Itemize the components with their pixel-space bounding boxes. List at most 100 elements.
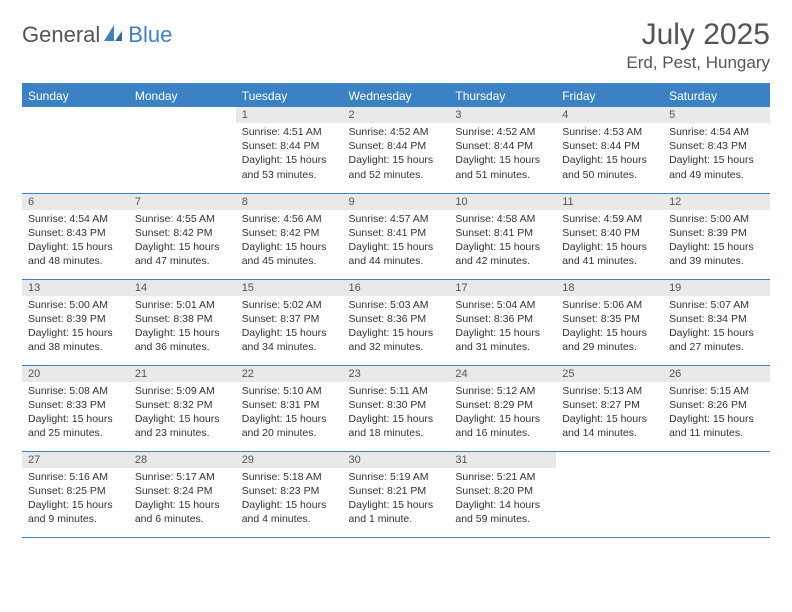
sunset-text: Sunset: 8:44 PM — [562, 139, 657, 153]
sunset-text: Sunset: 8:23 PM — [242, 484, 337, 498]
day-details: Sunrise: 5:04 AMSunset: 8:36 PMDaylight:… — [449, 296, 556, 359]
day-number — [22, 107, 129, 111]
calendar-empty-cell — [129, 107, 236, 193]
sunrise-text: Sunrise: 5:00 AM — [28, 298, 123, 312]
day-number: 22 — [236, 366, 343, 382]
sunrise-text: Sunrise: 4:59 AM — [562, 212, 657, 226]
day-number: 4 — [556, 107, 663, 123]
calendar-day-cell: 13Sunrise: 5:00 AMSunset: 8:39 PMDayligh… — [22, 279, 129, 365]
calendar-day-cell: 23Sunrise: 5:11 AMSunset: 8:30 PMDayligh… — [343, 365, 450, 451]
day-header: Monday — [129, 84, 236, 107]
sunrise-text: Sunrise: 5:04 AM — [455, 298, 550, 312]
calendar-week-row: 20Sunrise: 5:08 AMSunset: 8:33 PMDayligh… — [22, 365, 770, 451]
sunset-text: Sunset: 8:36 PM — [349, 312, 444, 326]
sunset-text: Sunset: 8:39 PM — [28, 312, 123, 326]
sunset-text: Sunset: 8:26 PM — [669, 398, 764, 412]
day-number: 3 — [449, 107, 556, 123]
calendar-day-cell: 7Sunrise: 4:55 AMSunset: 8:42 PMDaylight… — [129, 193, 236, 279]
sunrise-text: Sunrise: 5:16 AM — [28, 470, 123, 484]
daylight-text: Daylight: 15 hours and 47 minutes. — [135, 240, 230, 268]
day-number: 1 — [236, 107, 343, 123]
day-details: Sunrise: 4:57 AMSunset: 8:41 PMDaylight:… — [343, 210, 450, 273]
day-details: Sunrise: 5:15 AMSunset: 8:26 PMDaylight:… — [663, 382, 770, 445]
logo-sail-icon — [102, 23, 124, 48]
calendar-day-cell: 28Sunrise: 5:17 AMSunset: 8:24 PMDayligh… — [129, 451, 236, 537]
day-details: Sunrise: 5:12 AMSunset: 8:29 PMDaylight:… — [449, 382, 556, 445]
daylight-text: Daylight: 15 hours and 45 minutes. — [242, 240, 337, 268]
day-header: Saturday — [663, 84, 770, 107]
sunrise-text: Sunrise: 5:18 AM — [242, 470, 337, 484]
location-subtitle: Erd, Pest, Hungary — [626, 53, 770, 73]
calendar-day-cell: 6Sunrise: 4:54 AMSunset: 8:43 PMDaylight… — [22, 193, 129, 279]
sunset-text: Sunset: 8:20 PM — [455, 484, 550, 498]
sunrise-text: Sunrise: 4:55 AM — [135, 212, 230, 226]
day-number: 17 — [449, 280, 556, 296]
sunset-text: Sunset: 8:24 PM — [135, 484, 230, 498]
daylight-text: Daylight: 15 hours and 39 minutes. — [669, 240, 764, 268]
day-number — [663, 452, 770, 456]
day-number: 24 — [449, 366, 556, 382]
calendar-day-cell: 12Sunrise: 5:00 AMSunset: 8:39 PMDayligh… — [663, 193, 770, 279]
calendar-day-cell: 19Sunrise: 5:07 AMSunset: 8:34 PMDayligh… — [663, 279, 770, 365]
day-details: Sunrise: 5:00 AMSunset: 8:39 PMDaylight:… — [663, 210, 770, 273]
day-details: Sunrise: 4:55 AMSunset: 8:42 PMDaylight:… — [129, 210, 236, 273]
calendar-day-cell: 25Sunrise: 5:13 AMSunset: 8:27 PMDayligh… — [556, 365, 663, 451]
sunrise-text: Sunrise: 5:06 AM — [562, 298, 657, 312]
daylight-text: Daylight: 15 hours and 1 minute. — [349, 498, 444, 526]
day-number: 7 — [129, 194, 236, 210]
calendar-day-cell: 5Sunrise: 4:54 AMSunset: 8:43 PMDaylight… — [663, 107, 770, 193]
calendar-day-cell: 9Sunrise: 4:57 AMSunset: 8:41 PMDaylight… — [343, 193, 450, 279]
calendar-day-cell: 8Sunrise: 4:56 AMSunset: 8:42 PMDaylight… — [236, 193, 343, 279]
day-details: Sunrise: 4:59 AMSunset: 8:40 PMDaylight:… — [556, 210, 663, 273]
sunrise-text: Sunrise: 4:51 AM — [242, 125, 337, 139]
day-details: Sunrise: 5:08 AMSunset: 8:33 PMDaylight:… — [22, 382, 129, 445]
day-number: 10 — [449, 194, 556, 210]
sunrise-text: Sunrise: 5:08 AM — [28, 384, 123, 398]
day-details: Sunrise: 5:03 AMSunset: 8:36 PMDaylight:… — [343, 296, 450, 359]
day-details: Sunrise: 4:54 AMSunset: 8:43 PMDaylight:… — [663, 123, 770, 186]
day-details: Sunrise: 4:52 AMSunset: 8:44 PMDaylight:… — [449, 123, 556, 186]
day-details: Sunrise: 5:18 AMSunset: 8:23 PMDaylight:… — [236, 468, 343, 531]
sunset-text: Sunset: 8:44 PM — [455, 139, 550, 153]
calendar-day-cell: 15Sunrise: 5:02 AMSunset: 8:37 PMDayligh… — [236, 279, 343, 365]
daylight-text: Daylight: 15 hours and 9 minutes. — [28, 498, 123, 526]
daylight-text: Daylight: 15 hours and 48 minutes. — [28, 240, 123, 268]
sunset-text: Sunset: 8:27 PM — [562, 398, 657, 412]
logo-text-general: General — [22, 22, 100, 48]
day-header: Wednesday — [343, 84, 450, 107]
day-header: Friday — [556, 84, 663, 107]
sunrise-text: Sunrise: 5:21 AM — [455, 470, 550, 484]
sunset-text: Sunset: 8:38 PM — [135, 312, 230, 326]
calendar-table: SundayMondayTuesdayWednesdayThursdayFrid… — [22, 83, 770, 538]
calendar-day-cell: 31Sunrise: 5:21 AMSunset: 8:20 PMDayligh… — [449, 451, 556, 537]
day-header: Sunday — [22, 84, 129, 107]
calendar-body: 1 Sunrise: 4:51 AM Sunset: 8:44 PM Daylight… — [22, 107, 770, 537]
daylight-text: Daylight: 15 hours and 25 minutes. — [28, 412, 123, 440]
sunset-text: Sunset: 8:42 PM — [135, 226, 230, 240]
day-number: 21 — [129, 366, 236, 382]
calendar-week-row: 27Sunrise: 5:16 AMSunset: 8:25 PMDayligh… — [22, 451, 770, 537]
sunset-text: Sunset: 8:41 PM — [349, 226, 444, 240]
day-number: 18 — [556, 280, 663, 296]
calendar-day-cell: 26Sunrise: 5:15 AMSunset: 8:26 PMDayligh… — [663, 365, 770, 451]
header-row: General Blue July 2025 Erd, Pest, Hungar… — [22, 18, 770, 73]
day-number: 16 — [343, 280, 450, 296]
day-details: Sunrise: 5:10 AMSunset: 8:31 PMDaylight:… — [236, 382, 343, 445]
sunrise-text: Sunrise: 5:13 AM — [562, 384, 657, 398]
day-details: Sunrise: 5:01 AMSunset: 8:38 PMDaylight:… — [129, 296, 236, 359]
calendar-day-cell: 11Sunrise: 4:59 AMSunset: 8:40 PMDayligh… — [556, 193, 663, 279]
sunrise-text: Sunrise: 4:57 AM — [349, 212, 444, 226]
day-number: 25 — [556, 366, 663, 382]
day-number: 31 — [449, 452, 556, 468]
sunrise-text: Sunrise: 5:10 AM — [242, 384, 337, 398]
calendar-empty-cell — [556, 451, 663, 537]
daylight-text: Daylight: 15 hours and 27 minutes. — [669, 326, 764, 354]
daylight-text: Daylight: 15 hours and 49 minutes. — [669, 153, 764, 181]
calendar-day-cell: 10Sunrise: 4:58 AMSunset: 8:41 PMDayligh… — [449, 193, 556, 279]
day-details: Sunrise: 5:21 AMSunset: 8:20 PMDaylight:… — [449, 468, 556, 531]
sunrise-text: Sunrise: 5:01 AM — [135, 298, 230, 312]
logo: General Blue — [22, 22, 172, 48]
sunrise-text: Sunrise: 5:03 AM — [349, 298, 444, 312]
day-number: 2 — [343, 107, 450, 123]
day-details: Sunrise: 5:06 AMSunset: 8:35 PMDaylight:… — [556, 296, 663, 359]
